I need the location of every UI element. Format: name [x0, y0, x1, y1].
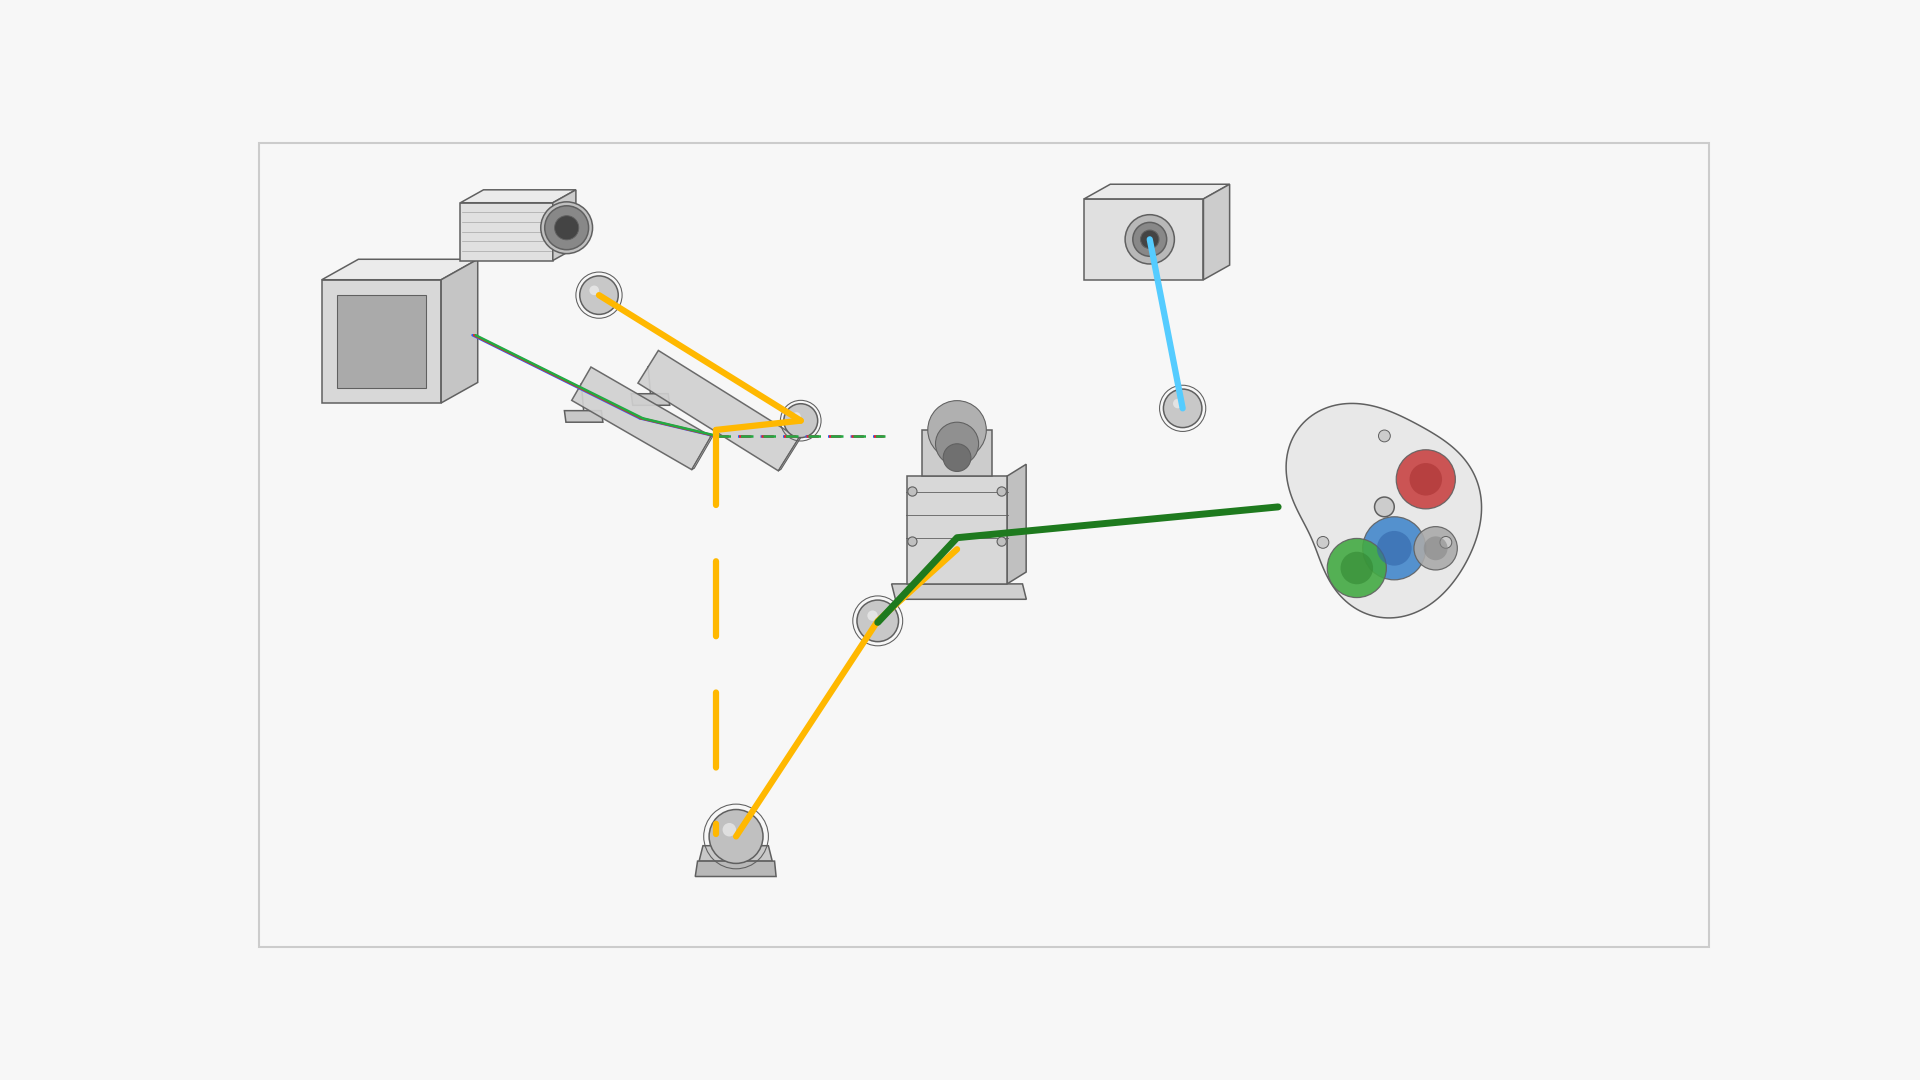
- Polygon shape: [691, 435, 714, 470]
- Circle shape: [1317, 537, 1329, 549]
- Polygon shape: [572, 367, 710, 470]
- Circle shape: [996, 487, 1006, 496]
- Circle shape: [555, 216, 578, 240]
- Ellipse shape: [868, 610, 877, 621]
- Polygon shape: [442, 259, 478, 403]
- Polygon shape: [1204, 185, 1229, 280]
- Polygon shape: [461, 203, 553, 260]
- Polygon shape: [637, 351, 799, 471]
- Circle shape: [1396, 449, 1455, 509]
- Circle shape: [1133, 222, 1167, 256]
- Polygon shape: [323, 280, 442, 403]
- Circle shape: [1375, 497, 1394, 516]
- Ellipse shape: [589, 285, 599, 295]
- Polygon shape: [699, 846, 772, 861]
- Polygon shape: [1286, 404, 1482, 618]
- Circle shape: [1340, 552, 1373, 584]
- Circle shape: [545, 206, 589, 249]
- Circle shape: [996, 537, 1006, 546]
- Circle shape: [1379, 430, 1390, 442]
- Circle shape: [1363, 516, 1427, 580]
- Circle shape: [1125, 215, 1175, 264]
- Circle shape: [908, 537, 918, 546]
- Ellipse shape: [793, 413, 801, 420]
- Polygon shape: [461, 190, 576, 203]
- Ellipse shape: [708, 810, 762, 863]
- Circle shape: [1440, 537, 1452, 549]
- Circle shape: [943, 444, 972, 472]
- Ellipse shape: [856, 600, 899, 642]
- Circle shape: [1140, 230, 1160, 248]
- Polygon shape: [553, 190, 576, 260]
- Polygon shape: [906, 476, 1008, 584]
- Polygon shape: [922, 430, 993, 476]
- Circle shape: [908, 487, 918, 496]
- Circle shape: [935, 422, 979, 465]
- Polygon shape: [1008, 464, 1025, 584]
- Polygon shape: [323, 259, 478, 280]
- Circle shape: [1327, 539, 1386, 597]
- Polygon shape: [891, 584, 1027, 599]
- Ellipse shape: [580, 275, 618, 314]
- Ellipse shape: [1173, 399, 1183, 408]
- Ellipse shape: [1164, 389, 1202, 428]
- Polygon shape: [695, 861, 776, 877]
- Ellipse shape: [783, 404, 818, 437]
- Circle shape: [1413, 527, 1457, 570]
- Circle shape: [1425, 537, 1448, 561]
- Polygon shape: [1085, 185, 1229, 199]
- Polygon shape: [632, 394, 670, 405]
- Polygon shape: [564, 410, 603, 422]
- Circle shape: [541, 202, 593, 254]
- Polygon shape: [778, 436, 801, 471]
- Ellipse shape: [722, 823, 735, 837]
- Polygon shape: [338, 295, 426, 388]
- Circle shape: [1409, 463, 1442, 496]
- Circle shape: [1377, 531, 1411, 566]
- Polygon shape: [1085, 199, 1204, 280]
- Circle shape: [927, 401, 987, 459]
